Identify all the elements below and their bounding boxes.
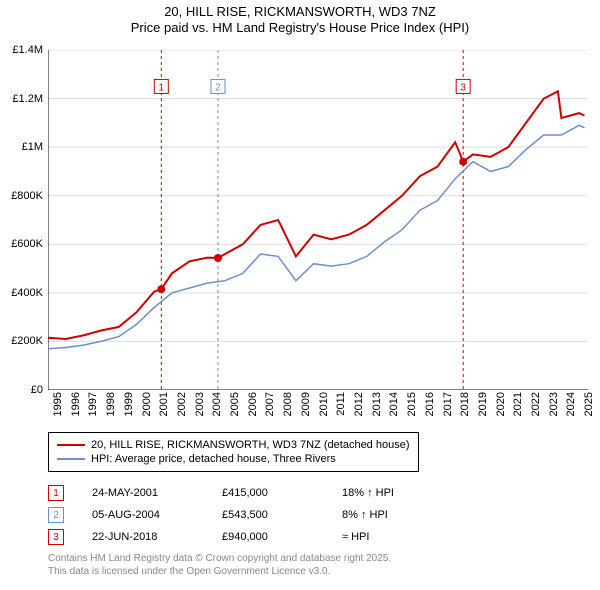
y-tick-label: £200K <box>11 335 43 347</box>
x-tick-label: 2009 <box>300 392 312 416</box>
footer-line2: This data is licensed under the Open Gov… <box>48 565 391 578</box>
y-axis-labels: £0£200K£400K£600K£800K£1M£1.2M£1.4M <box>3 50 45 390</box>
x-tick-label: 2005 <box>229 392 241 416</box>
title-block: 20, HILL RISE, RICKMANSWORTH, WD3 7NZ Pr… <box>0 0 600 37</box>
footer: Contains HM Land Registry data © Crown c… <box>48 552 391 578</box>
sale-row: 3 22-JUN-2018£940,000≈ HPI <box>48 528 462 546</box>
x-tick-label: 1995 <box>52 392 64 416</box>
legend-swatch <box>57 444 85 446</box>
svg-text:2: 2 <box>215 82 221 93</box>
sale-pct: 8% ↑ HPI <box>342 509 462 521</box>
title-line1: 20, HILL RISE, RICKMANSWORTH, WD3 7NZ <box>0 4 600 20</box>
x-tick-label: 2025 <box>583 392 595 416</box>
x-tick-label: 2007 <box>264 392 276 416</box>
sale-date: 24-MAY-2001 <box>92 487 222 499</box>
x-tick-label: 2001 <box>158 392 170 416</box>
x-tick-label: 1996 <box>70 392 82 416</box>
chart-area: 123 £0£200K£400K£600K£800K£1M£1.2M£1.4M … <box>48 50 588 390</box>
x-tick-label: 2015 <box>406 392 418 416</box>
sale-marker: 1 <box>48 485 64 501</box>
x-tick-label: 2017 <box>442 392 454 416</box>
chart-container: 20, HILL RISE, RICKMANSWORTH, WD3 7NZ Pr… <box>0 0 600 590</box>
x-tick-label: 2018 <box>459 392 471 416</box>
sales-table: 1 24-MAY-2001£415,00018% ↑ HPI 2 05-AUG-200… <box>48 480 462 550</box>
x-tick-label: 1997 <box>87 392 99 416</box>
y-tick-label: £0 <box>31 384 43 396</box>
title-line2: Price paid vs. HM Land Registry's House … <box>0 20 600 36</box>
sale-row: 2 05-AUG-2004£543,5008% ↑ HPI <box>48 506 462 524</box>
x-tick-label: 2014 <box>388 392 400 416</box>
x-tick-label: 2003 <box>194 392 206 416</box>
sale-date: 05-AUG-2004 <box>92 509 222 521</box>
x-tick-label: 2021 <box>512 392 524 416</box>
y-tick-label: £400K <box>11 287 43 299</box>
x-tick-label: 2004 <box>211 392 223 416</box>
x-axis-labels: 1995 1996 1997 1998 1999 2000 2001 2002 2003 2004… <box>48 392 588 432</box>
sale-pct: 18% ↑ HPI <box>342 487 462 499</box>
svg-text:3: 3 <box>460 82 466 93</box>
sale-price: £543,500 <box>222 509 342 521</box>
x-tick-label: 2006 <box>247 392 259 416</box>
x-tick-label: 2012 <box>353 392 365 416</box>
sale-date: 22-JUN-2018 <box>92 531 222 543</box>
x-tick-label: 2000 <box>141 392 153 416</box>
x-tick-label: 2020 <box>495 392 507 416</box>
y-tick-label: £800K <box>11 190 43 202</box>
legend-item: 20, HILL RISE, RICKMANSWORTH, WD3 7NZ (d… <box>57 439 410 451</box>
legend-label: 20, HILL RISE, RICKMANSWORTH, WD3 7NZ (d… <box>91 439 410 451</box>
svg-text:1: 1 <box>159 82 165 93</box>
sale-row: 1 24-MAY-2001£415,00018% ↑ HPI <box>48 484 462 502</box>
legend: 20, HILL RISE, RICKMANSWORTH, WD3 7NZ (d… <box>48 432 419 472</box>
sale-marker: 2 <box>48 507 64 523</box>
legend-item: HPI: Average price, detached house, Thre… <box>57 453 410 465</box>
y-tick-label: £1.4M <box>12 44 43 56</box>
x-tick-label: 2010 <box>318 392 330 416</box>
y-tick-label: £1.2M <box>12 93 43 105</box>
x-tick-label: 2023 <box>548 392 560 416</box>
x-tick-label: 2022 <box>530 392 542 416</box>
sale-price: £415,000 <box>222 487 342 499</box>
x-tick-label: 1998 <box>105 392 117 416</box>
sale-price: £940,000 <box>222 531 342 543</box>
x-tick-label: 2013 <box>371 392 383 416</box>
sale-pct: ≈ HPI <box>342 531 462 543</box>
x-tick-label: 2024 <box>565 392 577 416</box>
sale-marker: 3 <box>48 529 64 545</box>
x-tick-label: 2008 <box>282 392 294 416</box>
x-tick-label: 2011 <box>335 392 347 416</box>
footer-line1: Contains HM Land Registry data © Crown c… <box>48 552 391 565</box>
legend-label: HPI: Average price, detached house, Thre… <box>91 453 336 465</box>
y-tick-label: £600K <box>11 238 43 250</box>
x-tick-label: 2019 <box>477 392 489 416</box>
legend-swatch <box>57 458 85 460</box>
x-tick-label: 2016 <box>424 392 436 416</box>
chart-svg: 1 2 3 <box>48 50 588 390</box>
x-tick-label: 2002 <box>176 392 188 416</box>
x-tick-label: 1999 <box>123 392 135 416</box>
y-tick-label: £1M <box>22 141 43 153</box>
